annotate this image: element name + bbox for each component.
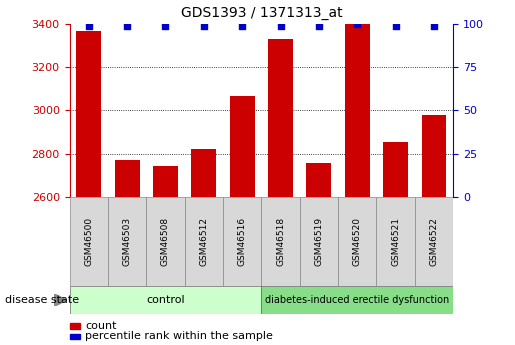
Text: GSM46503: GSM46503 [123, 217, 131, 266]
Bar [300, 197, 338, 286]
Bar [153, 166, 178, 197]
Text: GSM46519: GSM46519 [315, 217, 323, 266]
Point [238, 23, 246, 29]
Bar [268, 39, 293, 197]
Point [84, 23, 93, 29]
Text: GSM46521: GSM46521 [391, 217, 400, 266]
Point [430, 23, 438, 29]
Point [123, 23, 131, 29]
Title: GDS1393 / 1371313_at: GDS1393 / 1371313_at [181, 6, 342, 20]
Point [200, 23, 208, 29]
Text: GSM46520: GSM46520 [353, 217, 362, 266]
Text: disease state: disease state [5, 295, 79, 305]
Bar [70, 286, 261, 314]
Text: diabetes-induced erectile dysfunction: diabetes-induced erectile dysfunction [265, 295, 450, 305]
Point [315, 23, 323, 29]
Bar [338, 197, 376, 286]
Bar [383, 142, 408, 197]
Bar [261, 286, 453, 314]
Bar [230, 96, 254, 197]
Text: GSM46518: GSM46518 [276, 217, 285, 266]
Bar [306, 163, 331, 197]
Polygon shape [54, 294, 67, 306]
Bar [108, 197, 146, 286]
Point [277, 23, 285, 29]
Bar [115, 160, 140, 197]
Text: GSM46500: GSM46500 [84, 217, 93, 266]
Bar [345, 24, 370, 197]
Text: percentile rank within the sample: percentile rank within the sample [85, 332, 273, 341]
Point [353, 21, 362, 27]
Text: GSM46512: GSM46512 [199, 217, 208, 266]
Bar [422, 115, 447, 197]
Bar [415, 197, 453, 286]
Text: count: count [85, 321, 116, 331]
Bar [261, 197, 300, 286]
Bar [184, 197, 223, 286]
Text: control: control [146, 295, 185, 305]
Bar [76, 31, 101, 197]
Bar [70, 197, 108, 286]
Text: GSM46516: GSM46516 [238, 217, 247, 266]
Bar [146, 197, 184, 286]
Text: GSM46508: GSM46508 [161, 217, 170, 266]
Bar [192, 149, 216, 197]
Text: GSM46522: GSM46522 [430, 217, 438, 266]
Point [391, 23, 400, 29]
Point [161, 23, 169, 29]
Bar [376, 197, 415, 286]
Bar [223, 197, 261, 286]
